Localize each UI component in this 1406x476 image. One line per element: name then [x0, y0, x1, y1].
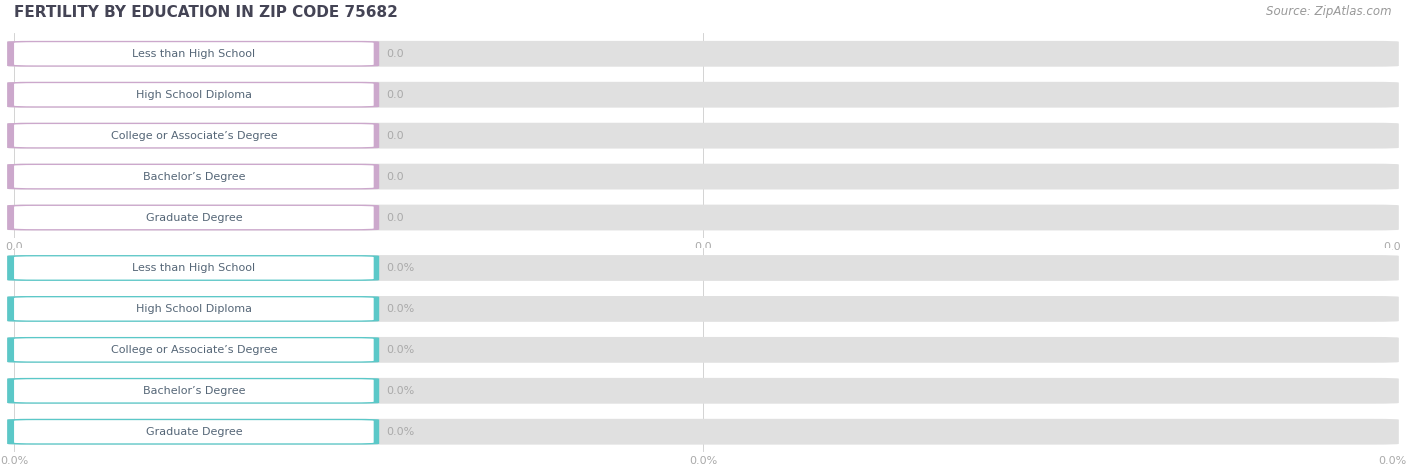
FancyBboxPatch shape [7, 41, 1399, 67]
Text: 0.0: 0.0 [387, 171, 404, 182]
FancyBboxPatch shape [7, 123, 380, 149]
Text: College or Associate’s Degree: College or Associate’s Degree [111, 130, 277, 141]
FancyBboxPatch shape [14, 165, 374, 188]
FancyBboxPatch shape [7, 255, 380, 281]
Text: Graduate Degree: Graduate Degree [146, 212, 242, 223]
Text: 0.0%: 0.0% [387, 386, 415, 396]
Text: Bachelor’s Degree: Bachelor’s Degree [142, 171, 245, 182]
FancyBboxPatch shape [7, 205, 1399, 230]
FancyBboxPatch shape [7, 205, 380, 230]
Text: College or Associate’s Degree: College or Associate’s Degree [111, 345, 277, 355]
Text: 0.0%: 0.0% [387, 345, 415, 355]
Text: 0.0%: 0.0% [387, 304, 415, 314]
Text: Source: ZipAtlas.com: Source: ZipAtlas.com [1267, 5, 1392, 18]
FancyBboxPatch shape [7, 378, 1399, 404]
Text: 0.0: 0.0 [387, 49, 404, 59]
FancyBboxPatch shape [14, 420, 374, 443]
Text: Less than High School: Less than High School [132, 49, 256, 59]
FancyBboxPatch shape [7, 378, 380, 404]
Text: Graduate Degree: Graduate Degree [146, 426, 242, 437]
FancyBboxPatch shape [7, 164, 380, 189]
FancyBboxPatch shape [7, 82, 1399, 108]
FancyBboxPatch shape [14, 257, 374, 279]
Text: Less than High School: Less than High School [132, 263, 256, 273]
FancyBboxPatch shape [7, 41, 380, 67]
Text: 0.0: 0.0 [387, 89, 404, 100]
FancyBboxPatch shape [7, 337, 1399, 363]
FancyBboxPatch shape [14, 206, 374, 229]
FancyBboxPatch shape [14, 42, 374, 65]
FancyBboxPatch shape [7, 82, 380, 108]
FancyBboxPatch shape [7, 255, 1399, 281]
Text: 0.0: 0.0 [387, 130, 404, 141]
FancyBboxPatch shape [7, 296, 380, 322]
FancyBboxPatch shape [14, 338, 374, 361]
FancyBboxPatch shape [7, 419, 380, 445]
Text: 0.0: 0.0 [387, 212, 404, 223]
FancyBboxPatch shape [14, 379, 374, 402]
Text: Bachelor’s Degree: Bachelor’s Degree [142, 386, 245, 396]
FancyBboxPatch shape [7, 123, 1399, 149]
FancyBboxPatch shape [14, 298, 374, 320]
Text: High School Diploma: High School Diploma [136, 304, 252, 314]
Text: FERTILITY BY EDUCATION IN ZIP CODE 75682: FERTILITY BY EDUCATION IN ZIP CODE 75682 [14, 5, 398, 20]
FancyBboxPatch shape [14, 124, 374, 147]
Text: High School Diploma: High School Diploma [136, 89, 252, 100]
FancyBboxPatch shape [7, 164, 1399, 189]
FancyBboxPatch shape [7, 337, 380, 363]
FancyBboxPatch shape [7, 296, 1399, 322]
Text: 0.0%: 0.0% [387, 263, 415, 273]
Text: 0.0%: 0.0% [387, 426, 415, 437]
FancyBboxPatch shape [14, 83, 374, 106]
FancyBboxPatch shape [7, 419, 1399, 445]
